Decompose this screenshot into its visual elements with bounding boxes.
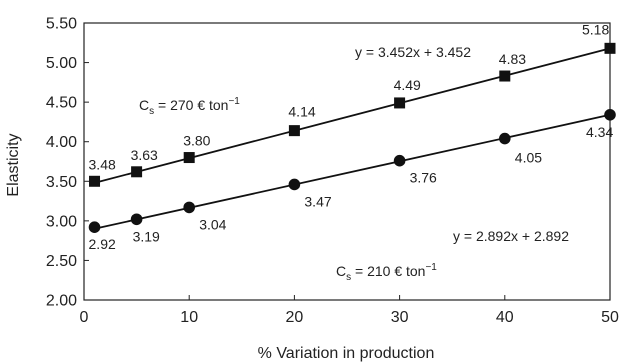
series-2-point-6 — [604, 109, 616, 121]
series-1 — [89, 42, 616, 187]
series-1-label-3: 4.14 — [288, 104, 315, 120]
plot-frame — [83, 22, 611, 301]
y-tick-label-6: 5.00 — [46, 55, 77, 72]
y-tick-label-2: 3.00 — [46, 213, 77, 230]
series-1-point-2 — [183, 152, 195, 164]
y-tick-label-3: 3.50 — [46, 174, 77, 191]
x-axis-label: % Variation in production — [258, 345, 435, 362]
y-tick-label-7: 5.50 — [46, 16, 77, 33]
series-1-point-0 — [89, 175, 101, 187]
series-1-point-6 — [604, 42, 616, 54]
series-2-point-0 — [88, 221, 101, 233]
series-1-line — [94, 47, 611, 184]
series-2-label-4: 3.76 — [410, 170, 437, 186]
y-tick-label-5: 4.50 — [46, 95, 77, 112]
series-2-label-1: 3.19 — [133, 228, 160, 244]
series-1-label-2: 3.80 — [183, 133, 210, 149]
x-tick-label-4: 40 — [496, 309, 514, 326]
x-tick-label-0: 0 — [80, 309, 89, 326]
series-2-point-4 — [393, 154, 406, 167]
x-tick-label-3: 30 — [391, 309, 409, 326]
x-tick-label-2: 20 — [286, 309, 304, 326]
series-2-point-1 — [130, 213, 143, 226]
series-2-cs-annotation: Cs = 210 € ton−1 — [336, 262, 437, 283]
series-2-line — [94, 113, 611, 230]
series-1-point-5 — [499, 70, 511, 82]
x-tick-label-1: 10 — [180, 309, 198, 326]
axes: 2.00 2.50 3.00 3.50 4.00 4.50 5.00 5.50 0 10 20 30 4… — [46, 16, 619, 327]
series-2-label-6: 4.34 — [586, 124, 613, 140]
series-2-point-3 — [288, 178, 301, 191]
series-1-label-5: 4.83 — [499, 51, 526, 67]
series-layer — [88, 42, 616, 233]
series-1-label-1: 3.63 — [131, 147, 158, 163]
series-2-label-2: 3.04 — [199, 216, 226, 232]
y-axis-label: Elasticity — [5, 133, 22, 196]
series-1-equation: y = 3.452x + 3.452 — [355, 44, 471, 60]
series-1-label-6: 5.18 — [582, 21, 609, 37]
series-2-label-0: 2.92 — [89, 236, 116, 252]
series-2-equation: y = 2.892x + 2.892 — [453, 228, 569, 244]
series-1-label-4: 4.49 — [394, 77, 421, 93]
series-2-label-5: 4.05 — [515, 150, 542, 166]
series-2-label-3: 3.47 — [304, 193, 331, 209]
y-tick-label-1: 2.50 — [46, 253, 77, 270]
series-1-point-4 — [394, 97, 406, 109]
series-1-label-0: 3.48 — [89, 156, 116, 172]
series-1-cs-annotation: Cs = 270 € ton−1 — [139, 96, 240, 117]
series-1-point-1 — [131, 166, 143, 178]
series-1-point-3 — [288, 125, 300, 137]
series-2-point-2 — [183, 201, 195, 214]
y-tick-label-0: 2.00 — [46, 293, 77, 310]
series-2-point-5 — [499, 132, 511, 145]
label-layer: 3.48 3.63 3.80 4.14 4.49 4.83 5.18 2.92 3.19 3.04… — [89, 21, 614, 252]
x-tick-label-5: 50 — [601, 309, 619, 326]
series-2 — [88, 109, 616, 233]
y-tick-label-4: 4.00 — [46, 134, 77, 151]
